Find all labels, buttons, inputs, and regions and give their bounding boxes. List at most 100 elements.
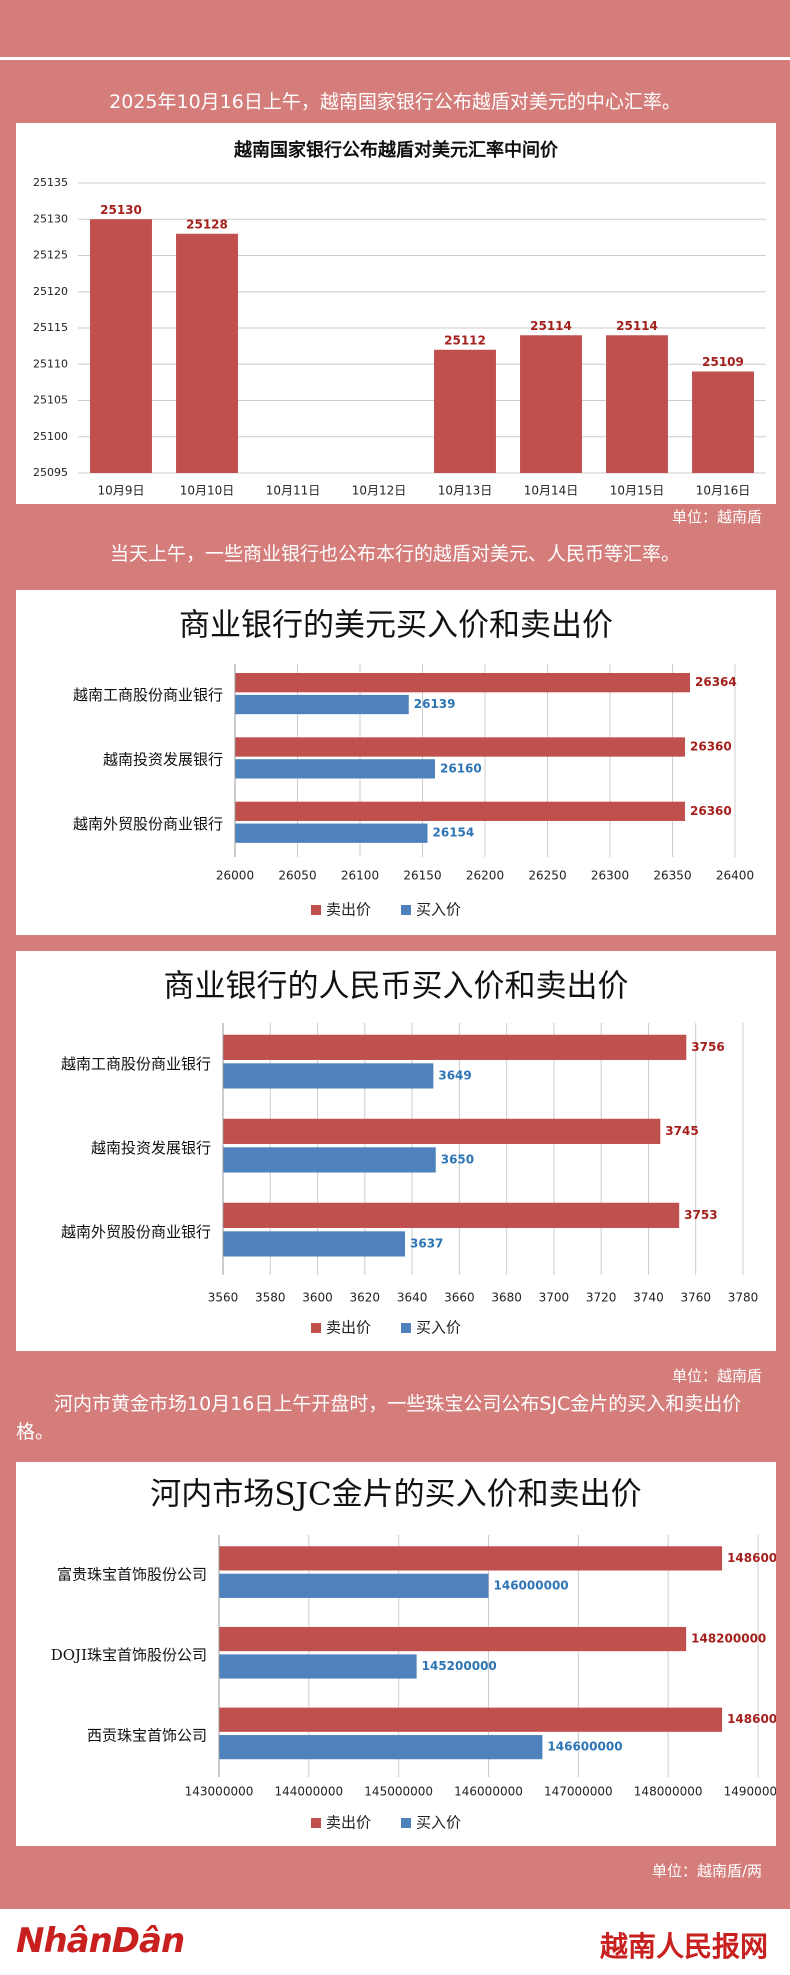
category-label: 越南工商股份商业银行 xyxy=(61,1055,211,1073)
value-label: 25128 xyxy=(186,217,228,231)
bar xyxy=(235,823,428,843)
bar xyxy=(223,1118,661,1144)
bar xyxy=(434,349,496,473)
bar xyxy=(606,335,668,473)
bar xyxy=(219,1654,417,1679)
x-tick-label: 10月10日 xyxy=(180,484,235,498)
value-label: 3650 xyxy=(441,1152,474,1166)
bar xyxy=(235,759,435,779)
value-label: 26360 xyxy=(690,739,732,753)
legend-label: 卖出价 xyxy=(326,901,371,919)
bar xyxy=(520,335,582,473)
legend-swatch xyxy=(401,905,411,915)
x-tick-label: 3780 xyxy=(728,1291,759,1305)
x-tick-label: 26300 xyxy=(591,869,629,883)
value-label: 26160 xyxy=(440,761,482,775)
legend-swatch xyxy=(311,905,321,915)
value-label: 148200000 xyxy=(691,1632,766,1646)
x-tick-label: 149000000 xyxy=(724,1785,776,1799)
legend-label: 卖出价 xyxy=(326,1814,371,1832)
bar xyxy=(219,1546,723,1571)
bar xyxy=(90,219,152,473)
chart-title: 商业银行的人民币买入价和卖出价 xyxy=(164,969,629,1005)
x-tick-label: 10月9日 xyxy=(98,484,145,498)
value-label: 145200000 xyxy=(422,1659,497,1673)
bar xyxy=(692,371,754,473)
category-label: 西贡珠宝首饰公司 xyxy=(87,1727,207,1745)
value-label: 25130 xyxy=(100,203,142,217)
chart: 河内市场SJC金片的买入价和卖出价 143000000 144000000 14500… xyxy=(16,1462,776,1846)
x-tick-label: 144000000 xyxy=(274,1785,343,1799)
legend-swatch xyxy=(311,1323,321,1333)
x-tick-label: 3640 xyxy=(397,1291,428,1305)
bar xyxy=(223,1231,405,1257)
chart: 商业银行的美元买入价和卖出价 26000 26050 26100 26150 26200 2… xyxy=(16,590,776,935)
bar xyxy=(235,801,685,821)
value-label: 26360 xyxy=(690,804,732,818)
value-label: 25114 xyxy=(530,319,572,333)
x-tick-label: 26250 xyxy=(528,869,566,883)
x-tick-label: 10月15日 xyxy=(610,484,665,498)
y-tick-label: 25110 xyxy=(33,357,68,370)
value-label: 25114 xyxy=(616,319,658,333)
y-tick-label: 25125 xyxy=(33,249,68,262)
category-label: 越南外贸股份商业银行 xyxy=(73,815,223,833)
chart-title: 越南国家银行公布越盾对美元汇率中间价 xyxy=(233,139,559,161)
chart-title: 河内市场SJC金片的买入价和卖出价 xyxy=(150,1477,641,1513)
footer: NhânDân 越南人民报网 xyxy=(0,1909,790,1975)
y-tick-label: 25095 xyxy=(33,466,68,479)
value-label: 3745 xyxy=(665,1124,698,1138)
x-tick-label: 146000000 xyxy=(454,1785,523,1799)
site-name: 越南人民报网 xyxy=(599,1930,768,1963)
x-tick-label: 3620 xyxy=(350,1291,381,1305)
unit-note: 单位：越南盾/两 xyxy=(651,1862,762,1880)
x-tick-label: 3600 xyxy=(302,1291,333,1305)
bar xyxy=(219,1735,543,1760)
x-tick-label: 3580 xyxy=(255,1291,286,1305)
unit-note: 单位：越南盾 xyxy=(671,508,762,526)
bar xyxy=(223,1034,687,1060)
bar xyxy=(235,737,685,757)
x-tick-label: 26150 xyxy=(403,869,441,883)
bar xyxy=(235,694,409,715)
x-tick-label: 10月11日 xyxy=(266,484,321,498)
value-label: 25112 xyxy=(444,333,486,347)
y-tick-label: 25135 xyxy=(33,176,68,189)
bar xyxy=(223,1063,434,1089)
x-tick-label: 26050 xyxy=(278,869,316,883)
x-tick-label: 3660 xyxy=(444,1291,475,1305)
value-label: 146600000 xyxy=(547,1740,622,1754)
paragraph: 河内市黄金市场10月16日上午开盘时，一些珠宝公司公布SJC金片的买入和卖出价格… xyxy=(16,1393,742,1443)
legend-label: 买入价 xyxy=(416,901,461,919)
category-label: 越南工商股份商业银行 xyxy=(73,686,223,704)
bar xyxy=(223,1147,436,1173)
value-label: 26154 xyxy=(433,826,475,840)
legend-swatch xyxy=(401,1818,411,1828)
chart-title: 商业银行的美元买入价和卖出价 xyxy=(179,608,613,644)
x-tick-label: 3740 xyxy=(633,1291,664,1305)
bar xyxy=(219,1626,687,1652)
y-tick-label: 25120 xyxy=(33,285,68,298)
x-tick-label: 10月12日 xyxy=(352,484,407,498)
x-tick-label: 3700 xyxy=(539,1291,570,1305)
category-label: 越南投资发展银行 xyxy=(91,1139,211,1157)
value-label: 148600000 xyxy=(727,1712,776,1726)
x-tick-label: 26350 xyxy=(653,869,691,883)
value-label: 3649 xyxy=(438,1068,471,1082)
logo: NhânDân xyxy=(16,1921,185,1961)
bar xyxy=(223,1202,680,1228)
paragraph: 2025年10月16日上午，越南国家银行公布越盾对美元的中心汇率。 xyxy=(109,91,681,113)
legend-label: 买入价 xyxy=(416,1319,461,1337)
category-label: 越南投资发展银行 xyxy=(103,751,223,769)
paragraph: 当天上午，一些商业银行也公布本行的越盾对美元、人民币等汇率。 xyxy=(109,543,680,565)
x-tick-label: 26200 xyxy=(466,869,504,883)
category-label: DOJI珠宝首饰股份公司 xyxy=(51,1646,207,1664)
value-label: 26364 xyxy=(695,675,737,689)
x-tick-label: 26100 xyxy=(341,869,379,883)
x-tick-label: 10月14日 xyxy=(524,484,579,498)
x-tick-label: 3560 xyxy=(208,1291,239,1305)
y-tick-label: 25115 xyxy=(33,321,68,334)
x-tick-label: 10月13日 xyxy=(438,484,493,498)
legend-label: 卖出价 xyxy=(326,1319,371,1337)
x-tick-label: 3680 xyxy=(491,1291,522,1305)
